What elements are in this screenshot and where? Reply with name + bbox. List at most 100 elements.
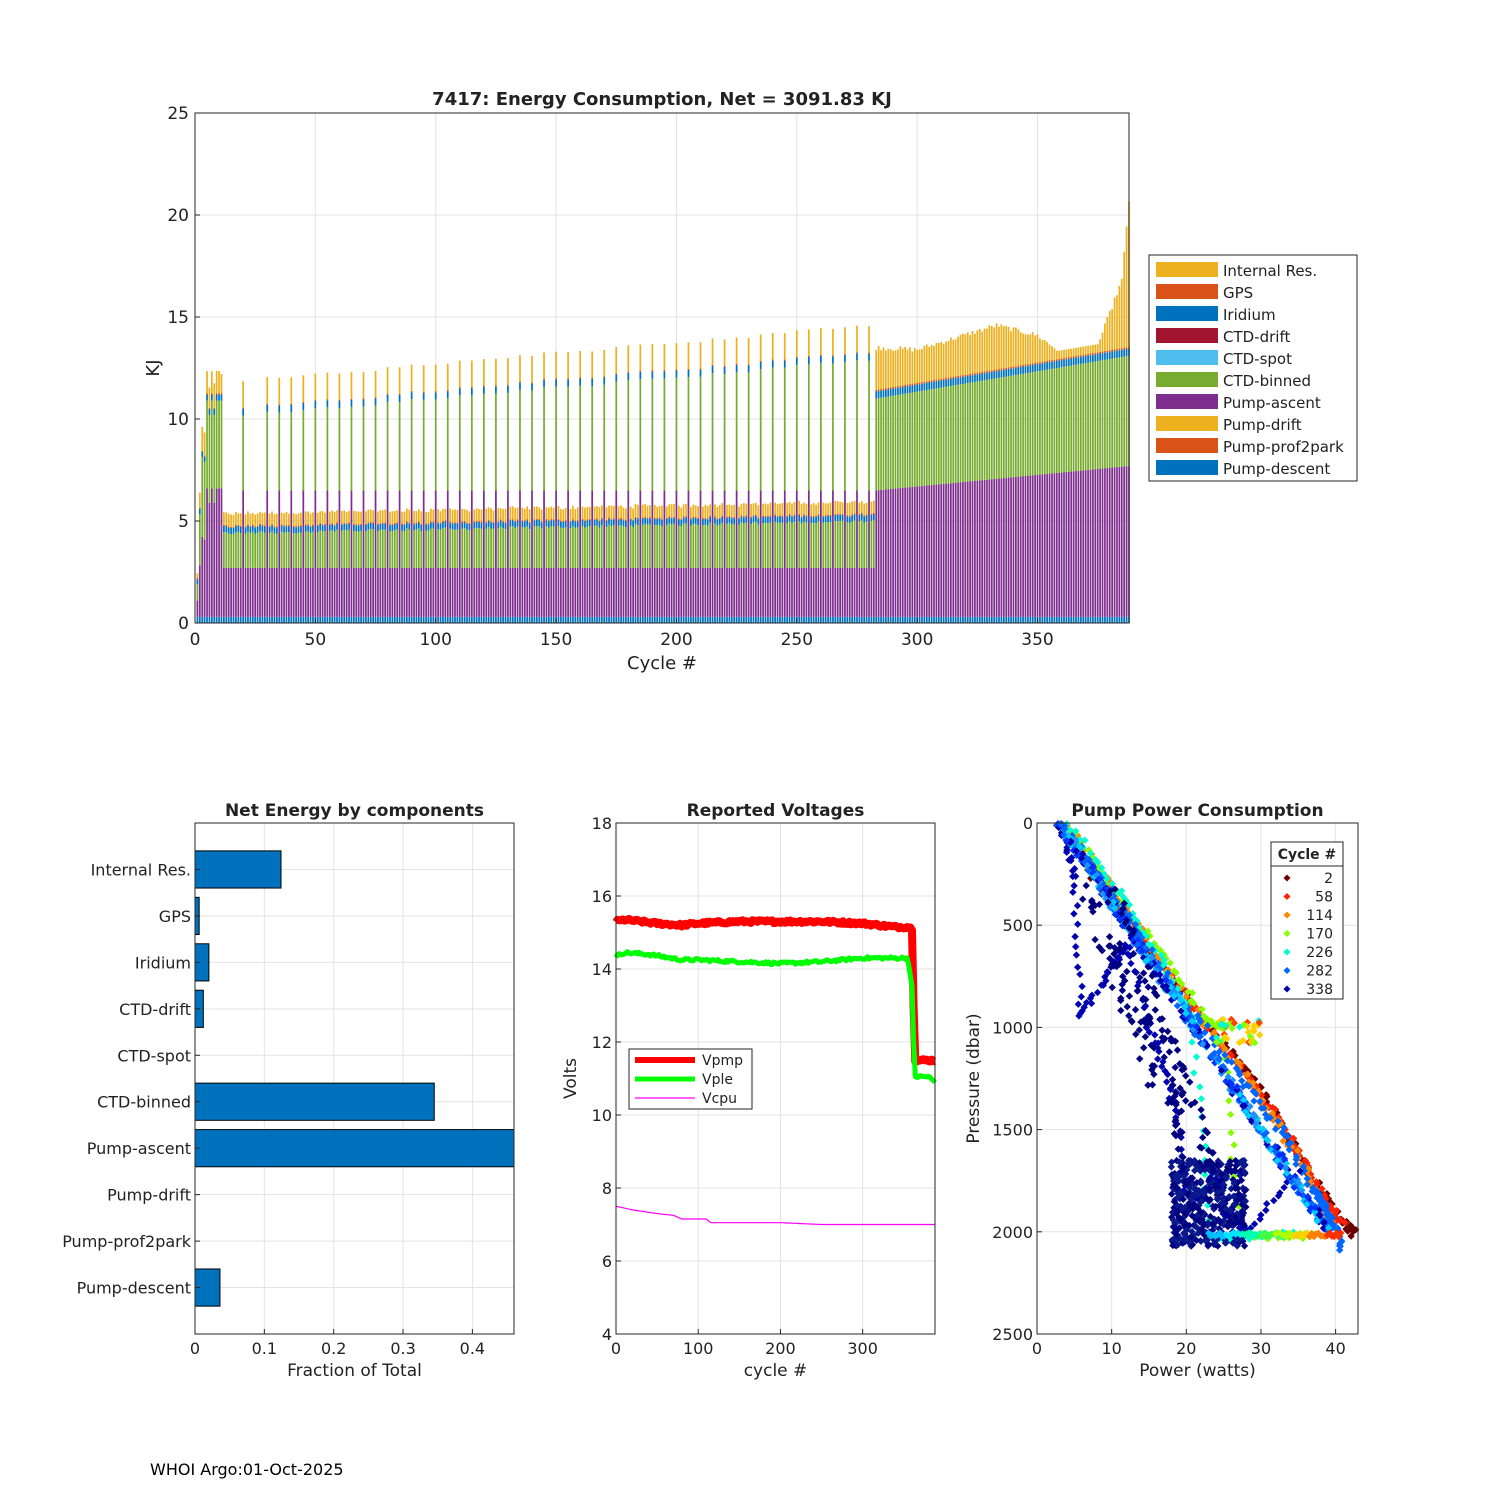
- scatter-point: [1063, 848, 1071, 856]
- bar-iridium: [617, 519, 620, 526]
- bar-ctd-binned: [432, 528, 435, 568]
- bar-gps: [475, 520, 478, 522]
- bar-ctd-binned: [487, 526, 490, 568]
- bar-pump-ascent: [644, 567, 647, 617]
- bar-ctd-binned: [856, 360, 858, 491]
- bar-internal-res: [832, 328, 834, 356]
- scatter-point: [1237, 1194, 1245, 1202]
- bar-iridium: [865, 515, 868, 522]
- bar-gps: [560, 520, 562, 522]
- bar-gps: [769, 515, 772, 517]
- scatter-point: [1177, 1215, 1185, 1224]
- bar-pump-ascent: [1010, 477, 1012, 617]
- scatter-point: [1057, 820, 1065, 828]
- bar-internal-res: [598, 507, 601, 521]
- bar-gps: [810, 515, 813, 517]
- scatter-point: [1252, 1090, 1260, 1098]
- bar-internal-res: [1007, 326, 1010, 368]
- bar-pump-descent: [680, 616, 683, 623]
- bar-gps: [747, 364, 750, 366]
- bar-pump-descent: [196, 616, 199, 623]
- bar-internal-res: [685, 503, 687, 517]
- scatter-point: [1209, 1166, 1217, 1174]
- scatter-point: [1238, 1157, 1246, 1165]
- legend-label: Vcpu: [702, 1091, 737, 1107]
- bar-pump-ascent: [1072, 471, 1075, 617]
- bar-pump-descent: [333, 616, 336, 623]
- bar-internal-res: [875, 350, 878, 390]
- bar-iridium: [297, 526, 300, 533]
- scatter-point: [1264, 1136, 1272, 1145]
- scatter-point: [1067, 857, 1075, 865]
- bar-internal-res: [297, 513, 300, 526]
- scatter-point: [1227, 1129, 1235, 1137]
- chart-title: Reported Voltages: [687, 801, 865, 821]
- legend-label: 170: [1306, 927, 1333, 943]
- bar-pump-ascent: [439, 567, 442, 617]
- bar-ctd-binned: [430, 528, 432, 568]
- bar-iridium: [242, 408, 245, 416]
- bar-internal-res: [588, 506, 591, 519]
- bar-pump-descent: [983, 616, 986, 623]
- bar-internal-res: [742, 503, 745, 517]
- bar-ctd-binned: [600, 525, 603, 568]
- bar-pump-descent: [714, 616, 716, 623]
- bar-ctd-binned: [829, 522, 832, 568]
- bar-ctd-binned: [1055, 368, 1058, 473]
- bar-gps: [851, 514, 854, 516]
- bar-iridium: [271, 525, 273, 532]
- scatter-point: [1337, 1229, 1345, 1237]
- bar-pump-descent: [1027, 616, 1029, 623]
- bar-gps: [1046, 360, 1049, 363]
- bar-internal-res: [1070, 348, 1073, 357]
- bar-gps: [600, 518, 603, 520]
- bar-pump-ascent: [251, 567, 254, 617]
- bar-ctd-binned: [1029, 372, 1032, 476]
- bar-internal-res: [1039, 338, 1041, 363]
- bar-gps: [625, 519, 627, 521]
- bar-ctd-binned: [1094, 361, 1097, 470]
- bar-gps: [726, 516, 728, 518]
- scatter-point: [1218, 1020, 1226, 1028]
- scatter-point: [1250, 1113, 1259, 1121]
- bar-gps: [947, 377, 950, 380]
- bar-gps: [649, 517, 651, 519]
- bar-ctd-binned: [759, 369, 762, 491]
- bar-ctd-binned: [810, 522, 813, 568]
- bar-pump-ascent: [803, 567, 805, 617]
- bar-internal-res: [307, 511, 309, 525]
- bar-pump-ascent: [653, 567, 656, 617]
- bar-pump-ascent: [937, 484, 940, 617]
- bar-internal-res: [605, 507, 608, 520]
- scatter-point: [1230, 1019, 1239, 1027]
- bar-gps: [374, 397, 377, 399]
- bar-ctd-binned: [827, 522, 829, 568]
- bar-internal-res: [360, 511, 362, 524]
- bar-gps: [697, 517, 699, 519]
- scatter-point: [1174, 1207, 1182, 1215]
- bar-iridium: [677, 519, 680, 526]
- bar-internal-res: [1084, 346, 1087, 355]
- bar-pump-ascent: [218, 488, 220, 617]
- bar-ctd-binned: [714, 523, 716, 568]
- bar-iridium: [1048, 362, 1051, 370]
- bar-iridium: [812, 517, 815, 524]
- scatter-point: [1079, 895, 1087, 903]
- bar-gps: [1096, 352, 1099, 354]
- bar-gps: [1079, 355, 1082, 357]
- bar-gps: [485, 521, 488, 523]
- bar-gps: [716, 518, 719, 520]
- bar-ctd-binned: [1104, 359, 1106, 469]
- bar-gps: [256, 525, 259, 527]
- bar-pump-descent: [256, 616, 259, 623]
- bar-pump-descent: [567, 616, 569, 623]
- bar-iridium: [372, 523, 374, 530]
- bar-internal-res: [699, 342, 702, 369]
- bar-internal-res: [774, 502, 776, 515]
- bar-internal-res: [526, 506, 529, 520]
- scatter-point: [1237, 1176, 1246, 1184]
- bar-pump-ascent: [379, 567, 382, 617]
- bar-iridium: [858, 514, 861, 522]
- bar-pump-ascent: [682, 567, 685, 617]
- bar-pump-descent: [807, 616, 810, 623]
